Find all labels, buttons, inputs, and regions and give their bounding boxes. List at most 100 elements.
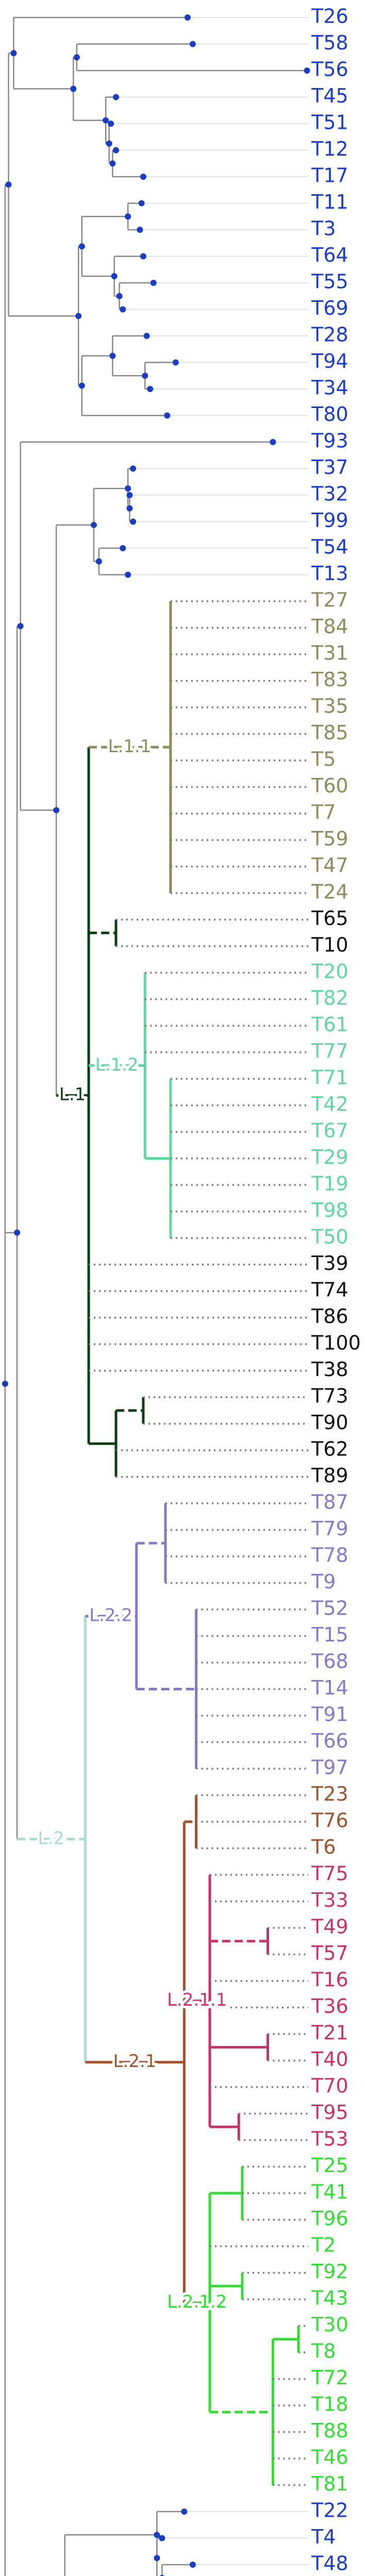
leaf-label: T70 bbox=[311, 2075, 349, 2097]
leaf-label: T51 bbox=[311, 111, 349, 134]
leaf-label: T83 bbox=[311, 668, 349, 691]
node-dot bbox=[14, 1229, 21, 1236]
leaf-label: T9 bbox=[311, 1570, 336, 1593]
clade-label: L.1 bbox=[59, 1084, 86, 1105]
leaf-label: T64 bbox=[311, 244, 349, 266]
leaf-label: T76 bbox=[311, 1809, 349, 1832]
leaf-dot bbox=[304, 67, 310, 74]
leaf-label: T14 bbox=[311, 1676, 349, 1699]
leaf-dot bbox=[138, 200, 145, 207]
node-dot bbox=[154, 2555, 160, 2562]
leaf-label: T35 bbox=[311, 695, 349, 718]
leaf-label: T54 bbox=[311, 536, 349, 558]
node-dot bbox=[142, 372, 148, 379]
leaf-dot bbox=[137, 227, 143, 233]
leaf-label: T88 bbox=[311, 2419, 349, 2442]
leaf-label: T48 bbox=[311, 2552, 349, 2575]
leaf-dot bbox=[270, 439, 276, 445]
leaf-label: T65 bbox=[311, 907, 349, 930]
leaf-label: T39 bbox=[311, 1252, 349, 1275]
leaf-label: T57 bbox=[311, 1942, 349, 1964]
leaf-dot bbox=[112, 147, 119, 154]
leaf-label: T4 bbox=[311, 2526, 336, 2548]
leaf-label: T31 bbox=[311, 642, 349, 665]
clade-label: L.1.1 bbox=[108, 736, 152, 757]
leaf-label: T89 bbox=[311, 1464, 349, 1487]
labels: L.1 L.1.1 L.1.2 L.2 L.2.2 L.2.1 L.2.1.1 L.2.1.2… bbox=[36, 5, 361, 2575]
leaf-label: T36 bbox=[311, 1995, 349, 2018]
leaf-dot bbox=[140, 174, 146, 180]
node-dot bbox=[109, 160, 116, 167]
clade-label: L.2 bbox=[38, 1828, 64, 1849]
leaf-label: T99 bbox=[311, 509, 349, 532]
leaf-label: T96 bbox=[311, 2207, 349, 2230]
leaf-label: T61 bbox=[311, 1013, 349, 1036]
leaf-label: T72 bbox=[311, 2366, 349, 2389]
leaf-dot bbox=[130, 518, 137, 525]
node-dot bbox=[95, 558, 102, 565]
node-dot bbox=[116, 293, 123, 299]
leaf-label: T98 bbox=[311, 1199, 349, 1222]
leaf-label: T46 bbox=[311, 2446, 349, 2469]
leaf-dot bbox=[172, 359, 179, 366]
leaf-label: T33 bbox=[311, 1889, 349, 1911]
leaf-label: T41 bbox=[311, 2181, 349, 2204]
leaf-label: T37 bbox=[311, 456, 349, 479]
leaf-label: T45 bbox=[311, 84, 349, 107]
leaf-label: T29 bbox=[311, 1146, 349, 1168]
leaf-label: T80 bbox=[311, 403, 349, 426]
leaf-label: T50 bbox=[311, 1226, 349, 1248]
leaf-label: T60 bbox=[311, 774, 349, 797]
leaf-label: T43 bbox=[311, 2287, 349, 2310]
node-dot bbox=[103, 117, 109, 124]
leaf-label: T18 bbox=[311, 2393, 349, 2416]
leaf-label: T2 bbox=[311, 2234, 336, 2257]
leaf-label: T6 bbox=[311, 1836, 336, 1858]
leaf-label: T97 bbox=[311, 1756, 349, 1779]
node-dot bbox=[70, 86, 77, 92]
leaf-label: T66 bbox=[311, 1730, 349, 1752]
node-dot bbox=[78, 243, 85, 250]
leaf-label: T85 bbox=[311, 721, 349, 744]
leaf-label: T69 bbox=[311, 297, 349, 319]
leaf-label: T7 bbox=[311, 801, 336, 824]
leaf-dot bbox=[130, 465, 137, 472]
leaf-label: T30 bbox=[311, 2313, 349, 2336]
leaf-label: T11 bbox=[311, 191, 349, 213]
leaf-label: T20 bbox=[311, 960, 349, 983]
leaf-label: T100 bbox=[311, 1332, 361, 1354]
leaf-label: T47 bbox=[311, 854, 349, 877]
leaf-label: T21 bbox=[311, 2022, 349, 2044]
leaf-label: T59 bbox=[311, 827, 349, 850]
node-dot bbox=[10, 50, 17, 57]
node-dot bbox=[17, 623, 24, 630]
tree-lines bbox=[4, 16, 308, 2576]
leaf-label: T58 bbox=[311, 31, 349, 54]
leaf-label: T15 bbox=[311, 1623, 349, 1646]
node-dot bbox=[53, 807, 60, 814]
leaf-label: T67 bbox=[311, 1120, 349, 1142]
leaf-label: T52 bbox=[311, 1597, 349, 1620]
leaf-label: T49 bbox=[311, 1916, 349, 1938]
leaf-label: T34 bbox=[311, 377, 349, 399]
leaf-dot bbox=[189, 2562, 196, 2568]
leaf-label: T75 bbox=[311, 1862, 349, 1885]
leaf-label: T73 bbox=[311, 1385, 349, 1408]
leaf-label: T12 bbox=[311, 138, 349, 160]
leaf-label: T95 bbox=[311, 2101, 349, 2124]
leaf-label: T62 bbox=[311, 1438, 349, 1461]
leaf-label: T77 bbox=[311, 1040, 349, 1062]
leaf-dot bbox=[143, 333, 150, 339]
node-dot bbox=[111, 273, 118, 280]
leaf-dot bbox=[120, 545, 126, 551]
node-dot bbox=[5, 181, 12, 188]
node-dot bbox=[125, 213, 131, 220]
leaf-label: T13 bbox=[311, 562, 349, 585]
leaf-dot bbox=[125, 571, 131, 578]
node-dot bbox=[154, 2532, 160, 2538]
leaf-label: T81 bbox=[311, 2472, 349, 2495]
leaf-label: T82 bbox=[311, 987, 349, 1009]
leaf-label: T68 bbox=[311, 1650, 349, 1673]
leaf-label: T16 bbox=[311, 1969, 349, 1991]
